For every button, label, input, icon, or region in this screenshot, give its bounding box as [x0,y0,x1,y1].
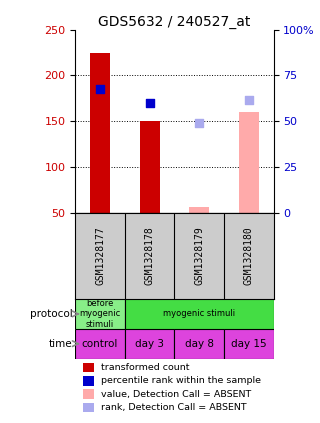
Bar [83,376,94,386]
Text: myogenic stimuli: myogenic stimuli [163,309,235,319]
Text: day 3: day 3 [135,339,164,349]
Text: control: control [82,339,118,349]
Point [147,99,152,106]
Bar [224,329,274,359]
Point [246,97,252,104]
Text: rank, Detection Call = ABSENT: rank, Detection Call = ABSENT [101,403,247,412]
Point [97,86,102,93]
Bar [125,329,174,359]
Bar [140,121,160,213]
Text: GSM1328178: GSM1328178 [145,227,155,286]
Text: GSM1328179: GSM1328179 [194,227,204,286]
Text: day 8: day 8 [185,339,214,349]
Bar [75,329,125,359]
Bar [83,363,94,372]
Text: GSM1328177: GSM1328177 [95,227,105,286]
Text: before
myogenic
stimuli: before myogenic stimuli [79,299,121,329]
Bar [75,299,125,329]
Bar [83,403,94,412]
Bar [239,112,259,213]
Bar [125,299,274,329]
Text: protocol: protocol [30,309,73,319]
Bar [90,53,110,213]
Text: percentile rank within the sample: percentile rank within the sample [101,376,261,385]
Bar [83,389,94,399]
Text: time: time [49,339,73,349]
Text: transformed count: transformed count [101,363,189,372]
Title: GDS5632 / 240527_at: GDS5632 / 240527_at [98,14,251,29]
Bar [174,329,224,359]
Text: day 15: day 15 [231,339,267,349]
Bar [189,206,209,213]
Point [196,120,202,126]
Text: GSM1328180: GSM1328180 [244,227,254,286]
Text: value, Detection Call = ABSENT: value, Detection Call = ABSENT [101,390,251,398]
